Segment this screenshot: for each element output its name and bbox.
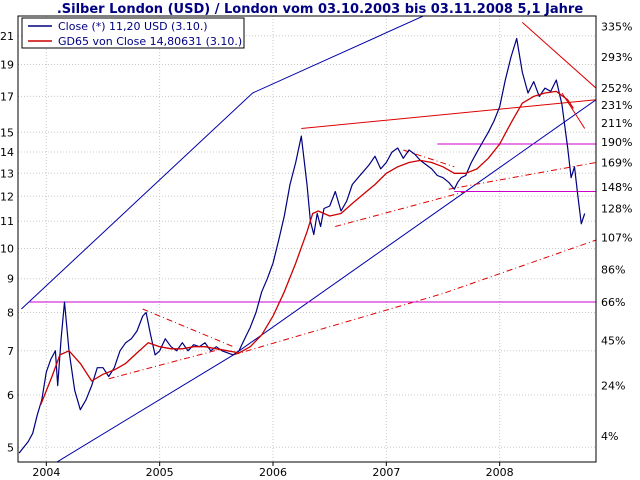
x-tick-label: 2007 xyxy=(372,466,400,479)
x-tick-label: 2005 xyxy=(146,466,174,479)
series-gd65 xyxy=(40,90,574,405)
y-tick-label-left: 15 xyxy=(0,126,14,139)
trend-line xyxy=(335,191,466,227)
y-tick-label-left: 7 xyxy=(7,345,14,358)
y-tick-label-left: 10 xyxy=(0,243,14,256)
y-tick-label-left: 17 xyxy=(0,90,14,103)
y-tick-label-left: 8 xyxy=(7,307,14,320)
y-tick-label-left: 14 xyxy=(0,146,14,159)
y-tick-label-right: 86% xyxy=(601,263,625,276)
y-tick-label-left: 6 xyxy=(7,389,14,402)
y-tick-label-right: 211% xyxy=(601,117,632,130)
y-tick-label-left: 13 xyxy=(0,167,14,180)
y-tick-label-left: 21 xyxy=(0,30,14,43)
y-tick-label-left: 19 xyxy=(0,58,14,71)
y-tick-label-left: 5 xyxy=(7,441,14,454)
legend-entry-gd65: GD65 von Close 14,80631 (3.10.) xyxy=(58,35,242,48)
y-tick-label-right: 107% xyxy=(601,231,632,244)
y-tick-label-right: 169% xyxy=(601,156,632,169)
y-tick-label-right: 231% xyxy=(601,99,632,112)
y-tick-label-right: 24% xyxy=(601,380,625,393)
y-tick-label-left: 12 xyxy=(0,190,14,203)
x-tick-label: 2006 xyxy=(259,466,287,479)
y-tick-label-right: 335% xyxy=(601,20,632,33)
legend-entry-close: Close (*) 11,20 USD (3.10.) xyxy=(58,20,208,33)
trend-line xyxy=(142,308,234,348)
trend-lines-layer xyxy=(21,16,596,462)
y-tick-label-right: 66% xyxy=(601,296,625,309)
y-tick-label-left: 9 xyxy=(7,273,14,286)
trend-line xyxy=(21,16,425,310)
series-layer xyxy=(18,37,586,454)
chart-title: .Silber London (USD) / London vom 03.10.… xyxy=(57,2,584,17)
axis-labels-layer: 5 6 7 8 9 10 11 12 13 14 15 17 19 21 2004 2005 2006 2007 2… xyxy=(0,20,632,479)
grid-layer xyxy=(18,16,596,462)
series-close xyxy=(18,37,586,454)
legend-box xyxy=(21,17,245,49)
legend: Close (*) 11,20 USD (3.10.) GD65 von Clo… xyxy=(21,17,245,49)
trend-line xyxy=(301,99,596,129)
y-tick-label-right: 4% xyxy=(601,430,618,443)
y-tick-label-right: 45% xyxy=(601,335,625,348)
y-tick-label-right: 252% xyxy=(601,82,632,95)
y-tick-label-right: 190% xyxy=(601,136,632,149)
y-tick-label-right: 148% xyxy=(601,181,632,194)
y-tick-label-right: 128% xyxy=(601,202,632,215)
trend-line xyxy=(448,162,596,190)
trend-line xyxy=(521,22,596,89)
plot-frame xyxy=(17,15,597,463)
x-tick-label: 2008 xyxy=(486,466,514,479)
x-tick-label: 2004 xyxy=(32,466,60,479)
trend-line xyxy=(55,99,596,462)
y-tick-label-left: 11 xyxy=(0,215,14,228)
trend-line xyxy=(403,149,455,168)
trend-line xyxy=(233,239,596,356)
y-tick-label-right: 293% xyxy=(601,51,632,64)
